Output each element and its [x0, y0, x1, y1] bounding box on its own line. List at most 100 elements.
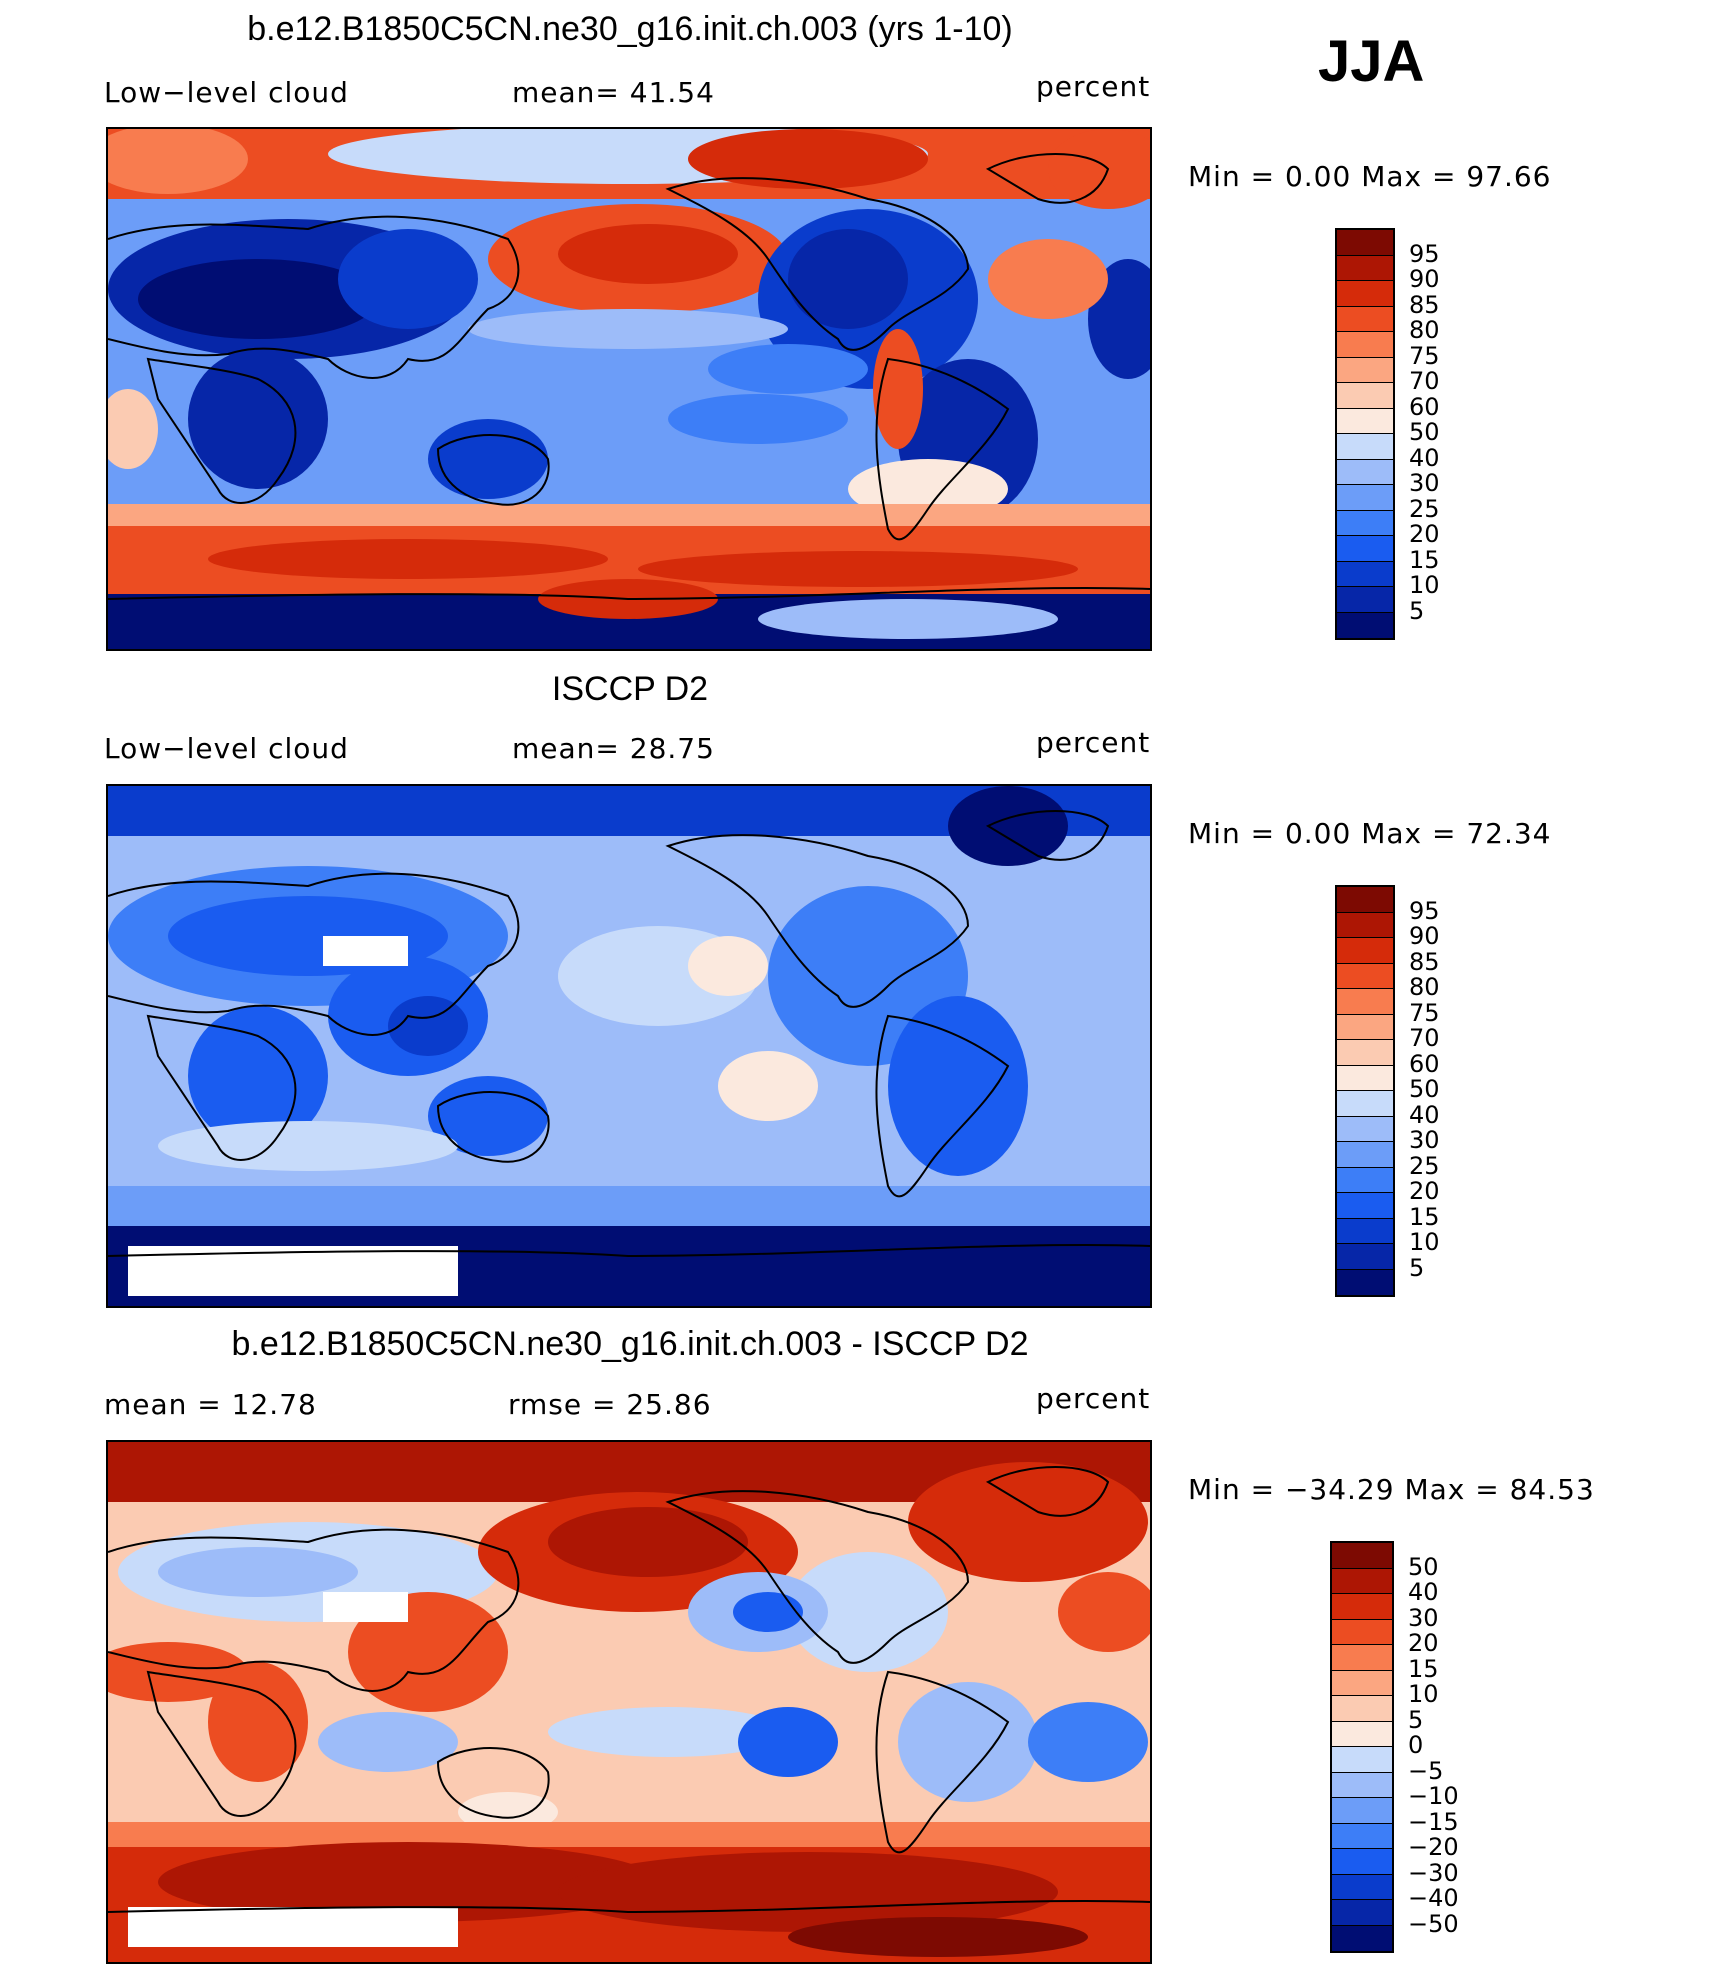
colorbar-tick-label: 60	[1409, 392, 1440, 421]
panel-2-units-label: percent	[1036, 726, 1151, 759]
colorbar-swatch	[1332, 1823, 1392, 1849]
colorbar-tick-label: 70	[1409, 367, 1440, 395]
colorbar-tick-label: 25	[1409, 494, 1440, 523]
colorbar-swatch	[1337, 1040, 1393, 1066]
colorbar-tick-label: 90	[1409, 265, 1440, 293]
colorbar-swatch	[1337, 587, 1393, 613]
colorbar-tick-label: 80	[1409, 973, 1440, 1001]
season-label: JJA	[1318, 29, 1425, 94]
colorbar-swatch	[1332, 1670, 1392, 1696]
panel-2-title: ISCCP D2	[551, 670, 709, 708]
colorbar-swatch	[1337, 1244, 1393, 1270]
panel-3-colorbar	[1330, 1541, 1394, 1953]
colorbar-tick-label: −15	[1408, 1807, 1459, 1836]
colorbar-swatch	[1332, 1721, 1392, 1747]
colorbar-tick-label: 70	[1409, 1024, 1440, 1052]
colorbar-swatch	[1337, 536, 1393, 562]
colorbar-tick-label: 10	[1409, 571, 1440, 599]
colorbar-swatch	[1337, 1142, 1393, 1168]
colorbar-swatch	[1332, 1543, 1392, 1569]
colorbar-tick-label: 50	[1408, 1552, 1439, 1581]
colorbar-tick-label: 85	[1409, 290, 1440, 319]
colorbar-tick-label: 30	[1409, 469, 1440, 497]
colorbar-swatch	[1337, 1167, 1393, 1193]
colorbar-swatch	[1337, 1065, 1393, 1091]
colorbar-swatch	[1337, 306, 1393, 332]
colorbar-tick-label: 60	[1409, 1049, 1440, 1078]
colorbar-tick-label: 80	[1409, 316, 1440, 344]
colorbar-tick-label: 50	[1409, 1075, 1440, 1103]
colorbar-tick-label: 15	[1408, 1654, 1439, 1683]
colorbar-swatch	[1337, 938, 1393, 964]
colorbar-tick-label: 5	[1409, 596, 1425, 625]
colorbar-tick-label: 30	[1409, 1126, 1440, 1154]
colorbar-swatch	[1337, 1014, 1393, 1040]
panel-2-map	[106, 784, 1152, 1308]
colorbar-swatch	[1337, 383, 1393, 409]
panel-3-units-label: percent	[1036, 1382, 1151, 1415]
colorbar-tick-label: −40	[1408, 1884, 1459, 1912]
colorbar-tick-label: 20	[1408, 1629, 1439, 1657]
colorbar-tick-label: 25	[1409, 1151, 1440, 1180]
colorbar-tick-label: 0	[1408, 1731, 1424, 1759]
panel-1-map	[106, 127, 1152, 651]
colorbar-tick-label: 95	[1409, 239, 1440, 268]
colorbar-tick-label: −50	[1408, 1909, 1459, 1938]
panel-1-variable-label: Low−level cloud	[104, 76, 349, 109]
colorbar-swatch	[1332, 1772, 1392, 1798]
colorbar-tick-label: 40	[1409, 443, 1440, 472]
panel-2-colorbar	[1335, 885, 1395, 1297]
colorbar-tick-label: 40	[1408, 1578, 1439, 1606]
colorbar-swatch	[1337, 459, 1393, 485]
colorbar-swatch	[1337, 332, 1393, 358]
colorbar-swatch	[1337, 912, 1393, 938]
colorbar-swatch	[1337, 1269, 1393, 1295]
colorbar-tick-label: 5	[1408, 1705, 1424, 1734]
colorbar-swatch	[1332, 1619, 1392, 1645]
colorbar-swatch	[1332, 1645, 1392, 1671]
panel-1-title: b.e12.B1850C5CN.ne30_g16.init.ch.003 (yr…	[247, 10, 1013, 48]
colorbar-tick-label: −10	[1408, 1782, 1459, 1810]
colorbar-swatch	[1332, 1747, 1392, 1773]
colorbar-tick-label: 75	[1409, 998, 1440, 1027]
colorbar-tick-label: 15	[1409, 1202, 1440, 1231]
panel-2-min-max: Min = 0.00 Max = 72.34	[1188, 817, 1552, 850]
colorbar-tick-label: 40	[1409, 1100, 1440, 1129]
colorbar-swatch	[1337, 1218, 1393, 1244]
colorbar-swatch	[1337, 1091, 1393, 1117]
panel-3-map	[106, 1440, 1152, 1964]
colorbar-tick-label: 10	[1408, 1680, 1439, 1708]
panel-3-mean-label: mean = 12.78	[104, 1388, 317, 1421]
colorbar-tick-label: 10	[1409, 1228, 1440, 1256]
colorbar-swatch	[1332, 1874, 1392, 1900]
panel-2-mean-label: mean= 28.75	[512, 732, 715, 765]
panel-1-colorbar	[1335, 228, 1395, 640]
colorbar-swatch	[1337, 989, 1393, 1015]
colorbar-tick-label: −30	[1408, 1858, 1459, 1887]
colorbar-swatch	[1332, 1696, 1392, 1722]
colorbar-swatch	[1337, 357, 1393, 383]
colorbar-tick-label: 85	[1409, 947, 1440, 976]
colorbar-tick-label: 15	[1409, 545, 1440, 574]
colorbar-tick-label: 5	[1409, 1253, 1425, 1282]
panel-1-mean-label: mean= 41.54	[512, 76, 715, 109]
colorbar-tick-label: 20	[1409, 1177, 1440, 1205]
colorbar-tick-label: 90	[1409, 922, 1440, 950]
panel-3-min-max: Min = −34.29 Max = 84.53	[1188, 1473, 1595, 1506]
panel-2-variable-label: Low−level cloud	[104, 732, 349, 765]
colorbar-swatch	[1332, 1568, 1392, 1594]
colorbar-swatch	[1332, 1900, 1392, 1926]
colorbar-swatch	[1332, 1849, 1392, 1875]
panel-1-units-label: percent	[1036, 70, 1151, 103]
colorbar-swatch	[1337, 561, 1393, 587]
colorbar-swatch	[1337, 485, 1393, 511]
colorbar-swatch	[1337, 1193, 1393, 1219]
colorbar-swatch	[1337, 230, 1393, 256]
colorbar-swatch	[1337, 510, 1393, 536]
colorbar-swatch	[1332, 1798, 1392, 1824]
colorbar-swatch	[1337, 255, 1393, 281]
colorbar-swatch	[1337, 434, 1393, 460]
colorbar-tick-label: 30	[1408, 1603, 1439, 1632]
panel-1-min-max: Min = 0.00 Max = 97.66	[1188, 160, 1552, 193]
colorbar-swatch	[1337, 887, 1393, 913]
